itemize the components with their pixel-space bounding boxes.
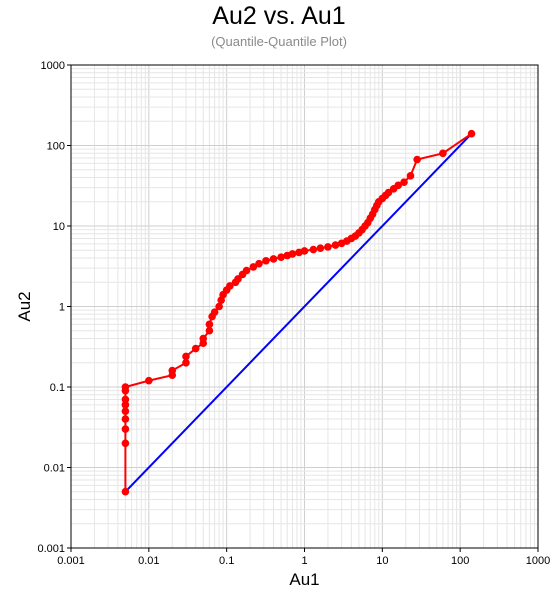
data-point: [467, 129, 476, 138]
data-point: [288, 250, 297, 258]
data-point: [191, 344, 200, 353]
x-tick-label: 100: [451, 555, 469, 567]
data-point: [210, 308, 219, 316]
data-point: [439, 149, 447, 158]
y-tick-label: 0.001: [37, 543, 65, 555]
data-point: [384, 188, 393, 197]
y-tick-label: 0.01: [44, 463, 65, 475]
data-point: [205, 320, 214, 329]
x-axis-label: Au1: [289, 570, 319, 589]
axis-ticks: 0.001 0.01 0.1 1 10 100 1000 0.001 0.01 0.1 1 10 100…: [37, 60, 550, 567]
data-point: [121, 401, 130, 409]
data-point: [242, 266, 251, 275]
y-tick-label: 100: [47, 141, 65, 153]
data-point: [400, 178, 408, 187]
data-point: [121, 415, 130, 423]
x-tick-label: 0.01: [138, 555, 159, 567]
data-point: [309, 245, 318, 254]
quantile-series: [121, 129, 476, 496]
chart-title: Au2 vs. Au1: [212, 2, 346, 30]
data-point: [121, 407, 130, 416]
data-point: [331, 241, 340, 249]
series: [121, 129, 476, 496]
x-tick-label: 0.1: [219, 555, 234, 567]
data-point: [182, 358, 190, 367]
reference-line: [124, 133, 473, 493]
y-tick-label: 1: [59, 302, 65, 314]
data-point: [145, 376, 153, 385]
data-point: [215, 302, 223, 311]
data-point: [269, 255, 278, 263]
x-tick-label: 1000: [526, 555, 550, 567]
data-point: [182, 352, 190, 361]
data-point: [413, 155, 421, 164]
data-point: [121, 425, 130, 433]
data-point: [249, 263, 258, 271]
data-point: [199, 334, 208, 343]
data-point: [121, 395, 130, 404]
data-point: [300, 247, 309, 255]
data-point: [324, 243, 332, 251]
data-point: [121, 487, 130, 496]
data-point: [394, 181, 403, 190]
x-tick-label: 10: [376, 555, 388, 567]
data-point: [226, 282, 234, 290]
data-point: [205, 326, 214, 335]
data-point: [316, 244, 325, 252]
data-point: [406, 172, 415, 180]
data-point: [168, 366, 177, 375]
data-point: [277, 253, 285, 261]
chart-subtitle: (Quantile-Quantile Plot): [211, 34, 347, 49]
y-axis-label: Au2: [15, 291, 34, 321]
data-point: [121, 383, 130, 391]
reference-line-series: [124, 133, 473, 493]
data-point: [262, 256, 270, 265]
y-tick-label: 1000: [41, 60, 65, 72]
x-tick-label: 0.001: [57, 555, 85, 567]
x-tick-label: 1: [301, 555, 307, 567]
y-tick-label: 10: [53, 221, 65, 233]
y-tick-label: 0.1: [50, 382, 65, 394]
grid: [70, 65, 538, 549]
data-point: [255, 259, 263, 268]
data-point: [121, 439, 130, 448]
